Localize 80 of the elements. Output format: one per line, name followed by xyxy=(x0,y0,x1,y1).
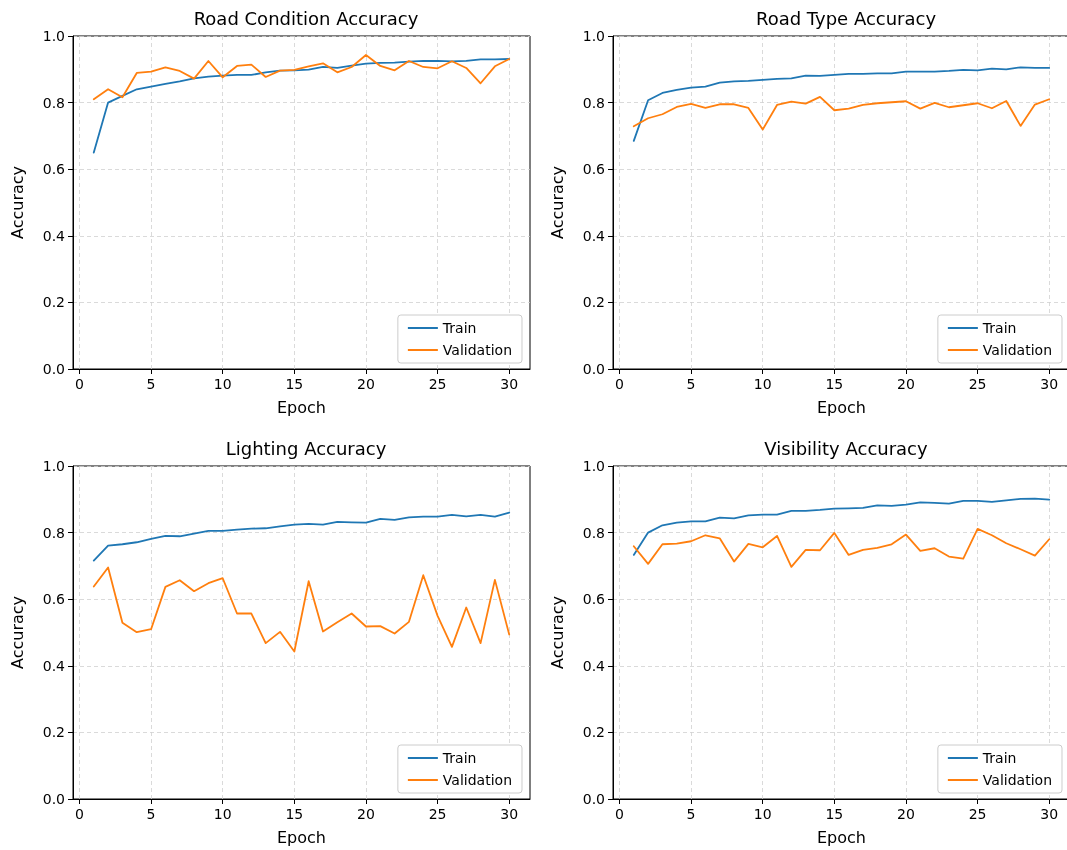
x-tick-label: 0 xyxy=(614,806,624,822)
x-tick-label: 0 xyxy=(74,376,84,392)
x-tick-label: 30 xyxy=(500,376,519,392)
x-tick-label: 15 xyxy=(825,376,844,392)
y-axis-title: Accuracy xyxy=(7,595,27,670)
y-tick-label: 0.2 xyxy=(582,294,605,311)
x-tick-label: 0 xyxy=(74,806,84,822)
y-tick-label: 0.4 xyxy=(582,227,606,244)
line-series xyxy=(632,528,1051,568)
legend-label: Train xyxy=(981,320,1017,336)
x-tick-label: 5 xyxy=(686,806,696,822)
x-tick-label: 20 xyxy=(357,376,375,392)
x-axis-title: Epoch xyxy=(817,397,866,417)
legend-label: Validation xyxy=(982,772,1053,788)
x-tick-label: 15 xyxy=(285,376,304,392)
x-tick-label: 20 xyxy=(897,806,915,822)
x-tick-label: 30 xyxy=(500,806,519,822)
x-tick-label: 0 xyxy=(614,376,624,392)
y-axis-title: Accuracy xyxy=(7,165,27,240)
line-series xyxy=(632,96,1051,131)
x-axis-title: Epoch xyxy=(817,827,866,847)
chart-title: Road Type Accuracy xyxy=(755,7,937,29)
x-tick-label: 25 xyxy=(968,806,987,822)
x-tick-label: 30 xyxy=(1040,806,1059,822)
line-series xyxy=(92,58,511,154)
y-tick-label: 0.2 xyxy=(42,294,65,311)
line-series xyxy=(632,497,1051,556)
legend-label: Validation xyxy=(442,342,513,358)
y-tick-label: 0.0 xyxy=(582,361,605,377)
y-tick-label: 0.0 xyxy=(42,361,65,377)
legend-label: Train xyxy=(441,320,477,336)
y-tick-label: 1.0 xyxy=(42,28,65,44)
x-tick-label: 25 xyxy=(968,376,987,392)
y-tick-label: 0.4 xyxy=(582,657,606,674)
x-tick-label: 5 xyxy=(146,376,156,392)
y-tick-label: 0.6 xyxy=(582,591,606,608)
x-tick-label: 5 xyxy=(146,806,156,822)
chart-title: Lighting Accuracy xyxy=(225,437,387,459)
y-tick-label: 1.0 xyxy=(582,458,605,474)
x-tick-label: 25 xyxy=(428,806,447,822)
line-series xyxy=(92,566,511,653)
y-tick-label: 0.8 xyxy=(42,524,65,541)
line-series xyxy=(92,511,511,562)
x-tick-label: 5 xyxy=(686,376,696,392)
y-tick-label: 1.0 xyxy=(42,458,65,474)
y-tick-label: 0.2 xyxy=(582,724,605,741)
x-tick-label: 15 xyxy=(285,806,304,822)
line-series xyxy=(92,54,511,101)
x-tick-label: 25 xyxy=(428,376,447,392)
x-axis-title: Epoch xyxy=(277,827,326,847)
legend-label: Train xyxy=(441,750,477,766)
y-tick-label: 0.0 xyxy=(582,791,605,807)
x-tick-label: 10 xyxy=(753,376,772,392)
y-tick-label: 0.4 xyxy=(42,227,66,244)
x-tick-label: 20 xyxy=(357,806,375,822)
x-tick-label: 10 xyxy=(753,806,772,822)
y-axis-title: Accuracy xyxy=(547,165,567,240)
x-axis-title: Epoch xyxy=(277,397,326,417)
y-tick-label: 0.8 xyxy=(582,94,605,111)
y-tick-label: 0.8 xyxy=(582,524,605,541)
y-tick-label: 0.6 xyxy=(42,591,66,608)
chart-title: Road Condition Accuracy xyxy=(193,7,419,29)
x-tick-label: 10 xyxy=(213,806,232,822)
y-tick-label: 0.6 xyxy=(582,161,606,178)
legend-label: Validation xyxy=(442,772,513,788)
legend-label: Validation xyxy=(982,342,1053,358)
legend-label: Train xyxy=(981,750,1017,766)
y-axis-title: Accuracy xyxy=(547,595,567,670)
line-series xyxy=(632,66,1051,142)
x-tick-label: 10 xyxy=(213,376,232,392)
x-tick-label: 20 xyxy=(897,376,915,392)
y-tick-label: 0.6 xyxy=(42,161,66,178)
y-tick-label: 0.4 xyxy=(42,657,66,674)
y-tick-label: 0.8 xyxy=(42,94,65,111)
x-tick-label: 30 xyxy=(1040,376,1059,392)
y-tick-label: 0.0 xyxy=(42,791,65,807)
chart-title: Visibility Accuracy xyxy=(764,437,929,459)
y-tick-label: 1.0 xyxy=(582,28,605,44)
x-tick-label: 15 xyxy=(825,806,844,822)
y-tick-label: 0.2 xyxy=(42,724,65,741)
